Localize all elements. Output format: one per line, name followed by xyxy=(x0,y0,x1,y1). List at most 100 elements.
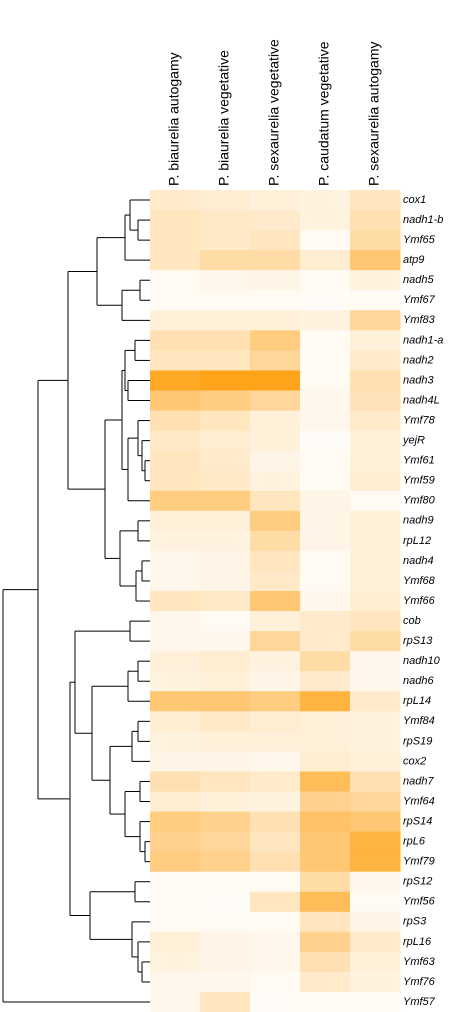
row-label: Ymf59 xyxy=(403,475,435,487)
cell xyxy=(150,330,201,351)
cell xyxy=(200,510,251,532)
cell xyxy=(200,971,251,993)
cell xyxy=(200,651,251,672)
cell xyxy=(150,370,201,391)
cell xyxy=(250,871,301,893)
row-label: nadh4L xyxy=(403,394,440,406)
row-label: Ymf79 xyxy=(403,856,435,868)
cell xyxy=(150,831,201,853)
cell xyxy=(350,631,401,652)
cell xyxy=(200,210,251,231)
row-label: yejR xyxy=(402,435,425,447)
cell xyxy=(200,811,251,833)
row-label: Ymf61 xyxy=(403,455,435,467)
cell xyxy=(300,230,351,251)
cell xyxy=(250,270,301,291)
cell xyxy=(250,490,301,512)
cell xyxy=(350,210,401,231)
cell xyxy=(250,230,301,251)
cell xyxy=(150,911,201,933)
cell xyxy=(250,992,301,1012)
cell xyxy=(300,210,351,231)
cell xyxy=(300,931,351,953)
cell xyxy=(300,891,351,913)
cell xyxy=(250,410,301,432)
cell xyxy=(250,891,301,913)
cell xyxy=(150,731,201,752)
cell xyxy=(350,651,401,672)
cell xyxy=(150,931,201,953)
cell xyxy=(250,751,301,772)
cell xyxy=(150,470,201,492)
cell xyxy=(250,430,301,452)
cell xyxy=(300,190,351,211)
cell xyxy=(250,210,301,231)
cell xyxy=(250,831,301,853)
cell xyxy=(200,691,251,712)
cell xyxy=(300,470,351,492)
row-label: rpS14 xyxy=(403,815,432,827)
row-label: Ymf80 xyxy=(403,495,436,507)
cell xyxy=(200,631,251,652)
cell xyxy=(250,390,301,412)
row-label: cob xyxy=(403,615,421,627)
row-label: nadh10 xyxy=(403,655,441,667)
cell xyxy=(150,450,201,472)
cell xyxy=(150,530,201,552)
cell xyxy=(200,470,251,492)
row-label: rpS12 xyxy=(403,876,432,888)
cell xyxy=(150,270,201,291)
row-label: Ymf57 xyxy=(403,996,436,1008)
cell xyxy=(250,731,301,752)
cell xyxy=(300,791,351,813)
row-label: cox1 xyxy=(403,194,426,206)
cell xyxy=(250,550,301,572)
cell xyxy=(300,270,351,291)
cell xyxy=(200,831,251,853)
cell xyxy=(350,931,401,953)
cell xyxy=(150,711,201,732)
cell xyxy=(300,691,351,712)
cell xyxy=(300,831,351,853)
cell xyxy=(150,250,201,271)
cell xyxy=(200,410,251,432)
cell xyxy=(300,430,351,452)
cell xyxy=(200,330,251,351)
cell xyxy=(250,631,301,652)
cell xyxy=(200,190,251,211)
cell xyxy=(150,631,201,652)
cell xyxy=(350,871,401,893)
row-label: atp9 xyxy=(403,254,424,266)
cell xyxy=(150,570,201,592)
cell xyxy=(200,310,251,331)
cell xyxy=(250,691,301,712)
cell xyxy=(350,671,401,692)
cell xyxy=(300,410,351,432)
cell xyxy=(250,250,301,271)
cell xyxy=(200,450,251,472)
cell xyxy=(300,550,351,572)
cell xyxy=(150,410,201,432)
cell xyxy=(150,390,201,412)
cell xyxy=(350,911,401,933)
cell xyxy=(150,951,201,973)
row-label: nadh1-a xyxy=(403,334,443,346)
row-label: rpS3 xyxy=(403,916,427,928)
cell xyxy=(300,871,351,893)
column-label: P. caudatum vegetative xyxy=(316,41,332,186)
cell xyxy=(350,330,401,351)
cell xyxy=(350,430,401,452)
cell xyxy=(200,591,251,612)
cell xyxy=(200,230,251,251)
row-label: nadh1-b xyxy=(403,214,443,226)
cell xyxy=(350,771,401,792)
cell xyxy=(200,791,251,813)
cell xyxy=(250,190,301,211)
cell xyxy=(250,811,301,833)
cell xyxy=(350,250,401,271)
cell xyxy=(150,490,201,512)
cell xyxy=(300,570,351,592)
row-label: nadh3 xyxy=(403,374,434,386)
cell xyxy=(250,651,301,672)
